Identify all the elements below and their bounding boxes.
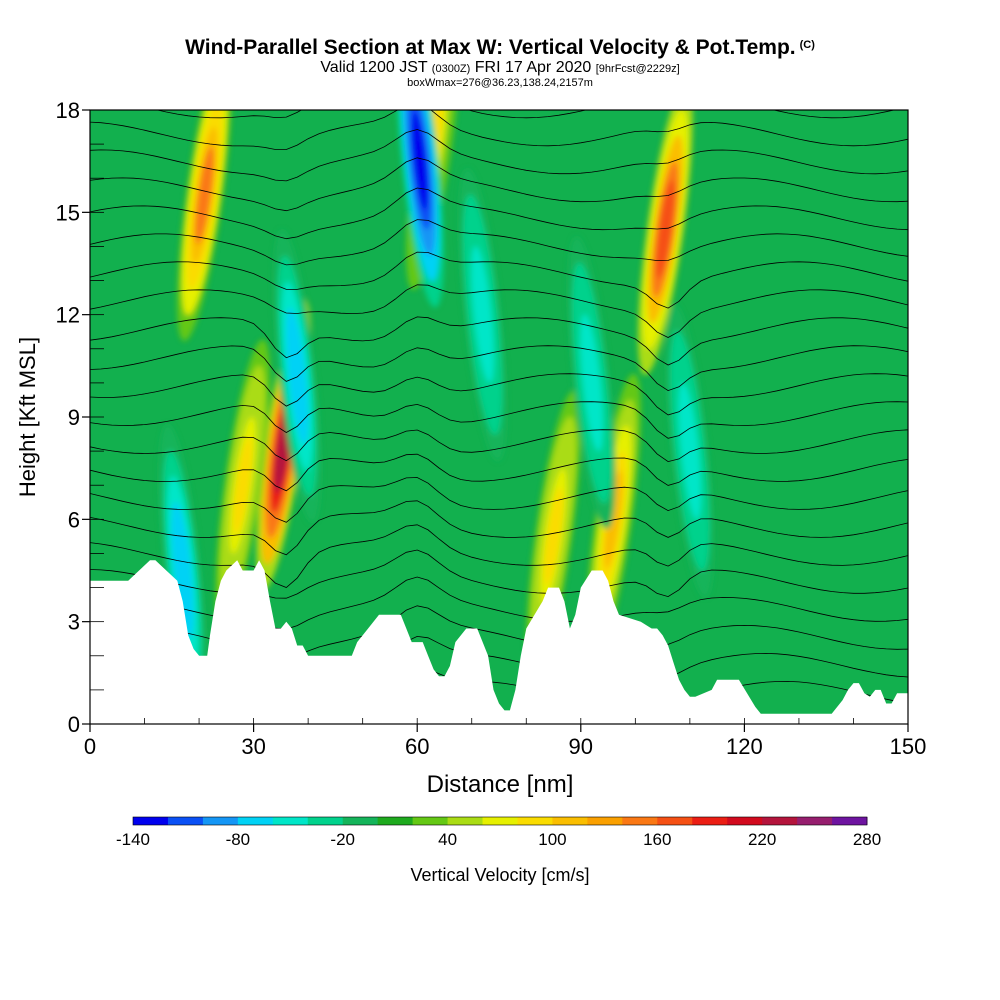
x-tick-label: 0 [84,734,96,759]
x-tick-label: 30 [241,734,265,759]
colorbar-tick-label: -20 [330,830,355,849]
y-tick-label: 18 [56,98,80,123]
x-tick-label: 60 [405,734,429,759]
x-tick-label: 150 [890,734,927,759]
isentrope-line [90,129,908,182]
valid-time-b: FRI 17 Apr 2020 [474,59,592,76]
updraft-cell-4 [195,146,214,245]
colorbar-swatch [237,817,274,825]
colorbar: -140 -80 -20 40 100 160 220 280 [116,816,881,849]
colorbar-swatch [482,817,518,825]
updraft-cell-4 [655,180,675,279]
x-axis-label: Distance [nm] [427,771,574,798]
colorbar-swatch [377,817,414,825]
y-tick-label: 6 [68,507,80,532]
y-tick-label: 0 [68,712,80,737]
forecast-info: [9hrFcst@2229z] [595,63,680,75]
colorbar-swatch [202,817,239,825]
copyright-mark: (C) [799,39,815,51]
colorbar-swatch [552,817,588,825]
colorbar-frame [132,816,868,826]
colorbar-swatch [797,817,833,825]
isentrope-line [90,284,908,338]
y-tick-label: 3 [68,610,80,635]
chart-title: Wind-Parallel Section at Max W: Vertical… [0,36,1000,60]
isentrope-line [90,219,908,266]
isentropes [90,110,908,712]
chart-title-text: Wind-Parallel Section at Max W: Vertical… [185,36,796,59]
colorbar-swatch [517,817,553,825]
axis-ticks: 0 30 60 90 120 150 0 3 6 9 12 15 18 [56,98,927,759]
x-tick-label: 120 [726,734,763,759]
isentrope-line [90,373,908,416]
plot-area [90,110,908,724]
isentrope-line [90,524,908,588]
colorbar-tick-label: 100 [538,830,566,849]
colorbar-tick-label: 220 [748,830,776,849]
colorbar-swatch [832,817,868,825]
isentrope-line [90,429,908,463]
isentrope-line [90,345,908,392]
downdraft-cell-4 [474,265,491,364]
colorbar-swatch [622,817,658,825]
updraft-cell-4 [233,436,253,535]
isentrope-line [90,500,908,556]
isentrope-line [90,157,908,212]
valid-time-a: Valid 1200 JST [320,59,428,76]
isentrope-line [90,110,908,150]
colorbar-swatch [692,817,728,825]
isentrope-line [90,453,908,492]
y-axis-label: Height [Kft MSL] [15,337,40,497]
colorbar-swatch [412,817,449,825]
x-tick-label: 90 [569,734,593,759]
y-tick-label: 15 [56,200,80,225]
colorbar-label: Vertical Velocity [cm/s] [410,865,589,885]
colorbar-swatch [762,817,798,825]
downdraft-cell-4 [583,333,600,433]
colorbar-swatch [447,817,484,825]
velocity-field [158,110,714,717]
downdraft-cell-4 [289,326,306,426]
colorbar-tick-label: 280 [853,830,881,849]
box-info: boxWmax=276@36.23,138.24,2157m [407,77,593,89]
colorbar-swatch [133,817,169,825]
isentrope-line [155,110,896,119]
isentrope-line [90,251,908,309]
downdraft-cell-4 [681,401,699,501]
colorbar-swatch [727,817,763,825]
valid-time-utc: (0300Z) [431,63,471,75]
isentrope-line [90,316,908,366]
downdraft-cell-4 [174,521,191,620]
colorbar-tick-label: 40 [438,830,457,849]
colorbar-tick-label: -80 [226,830,251,849]
y-tick-label: 9 [68,405,80,430]
y-tick-label: 12 [56,303,80,328]
updraft-cell-4 [604,470,623,569]
colorbar-swatch [307,817,344,825]
colorbar-swatch [272,817,309,825]
isentrope-line [90,477,908,523]
colorbar-swatch [657,817,693,825]
colorbar-tick-label: 160 [643,830,671,849]
isentrope-line [90,187,908,240]
terrain-mask [90,560,908,724]
colorbar-swatch [167,817,204,825]
colorbar-swatch [587,817,623,825]
downdraft-cell-4 [411,111,429,211]
valid-time-line: Valid 1200 JST (0300Z) FRI 17 Apr 2020 [… [0,59,1000,77]
isentrope-line [90,401,908,439]
colorbar-tick-label: -140 [116,830,150,849]
updraft-cell-4 [544,487,563,586]
colorbar-swatch [342,817,379,825]
